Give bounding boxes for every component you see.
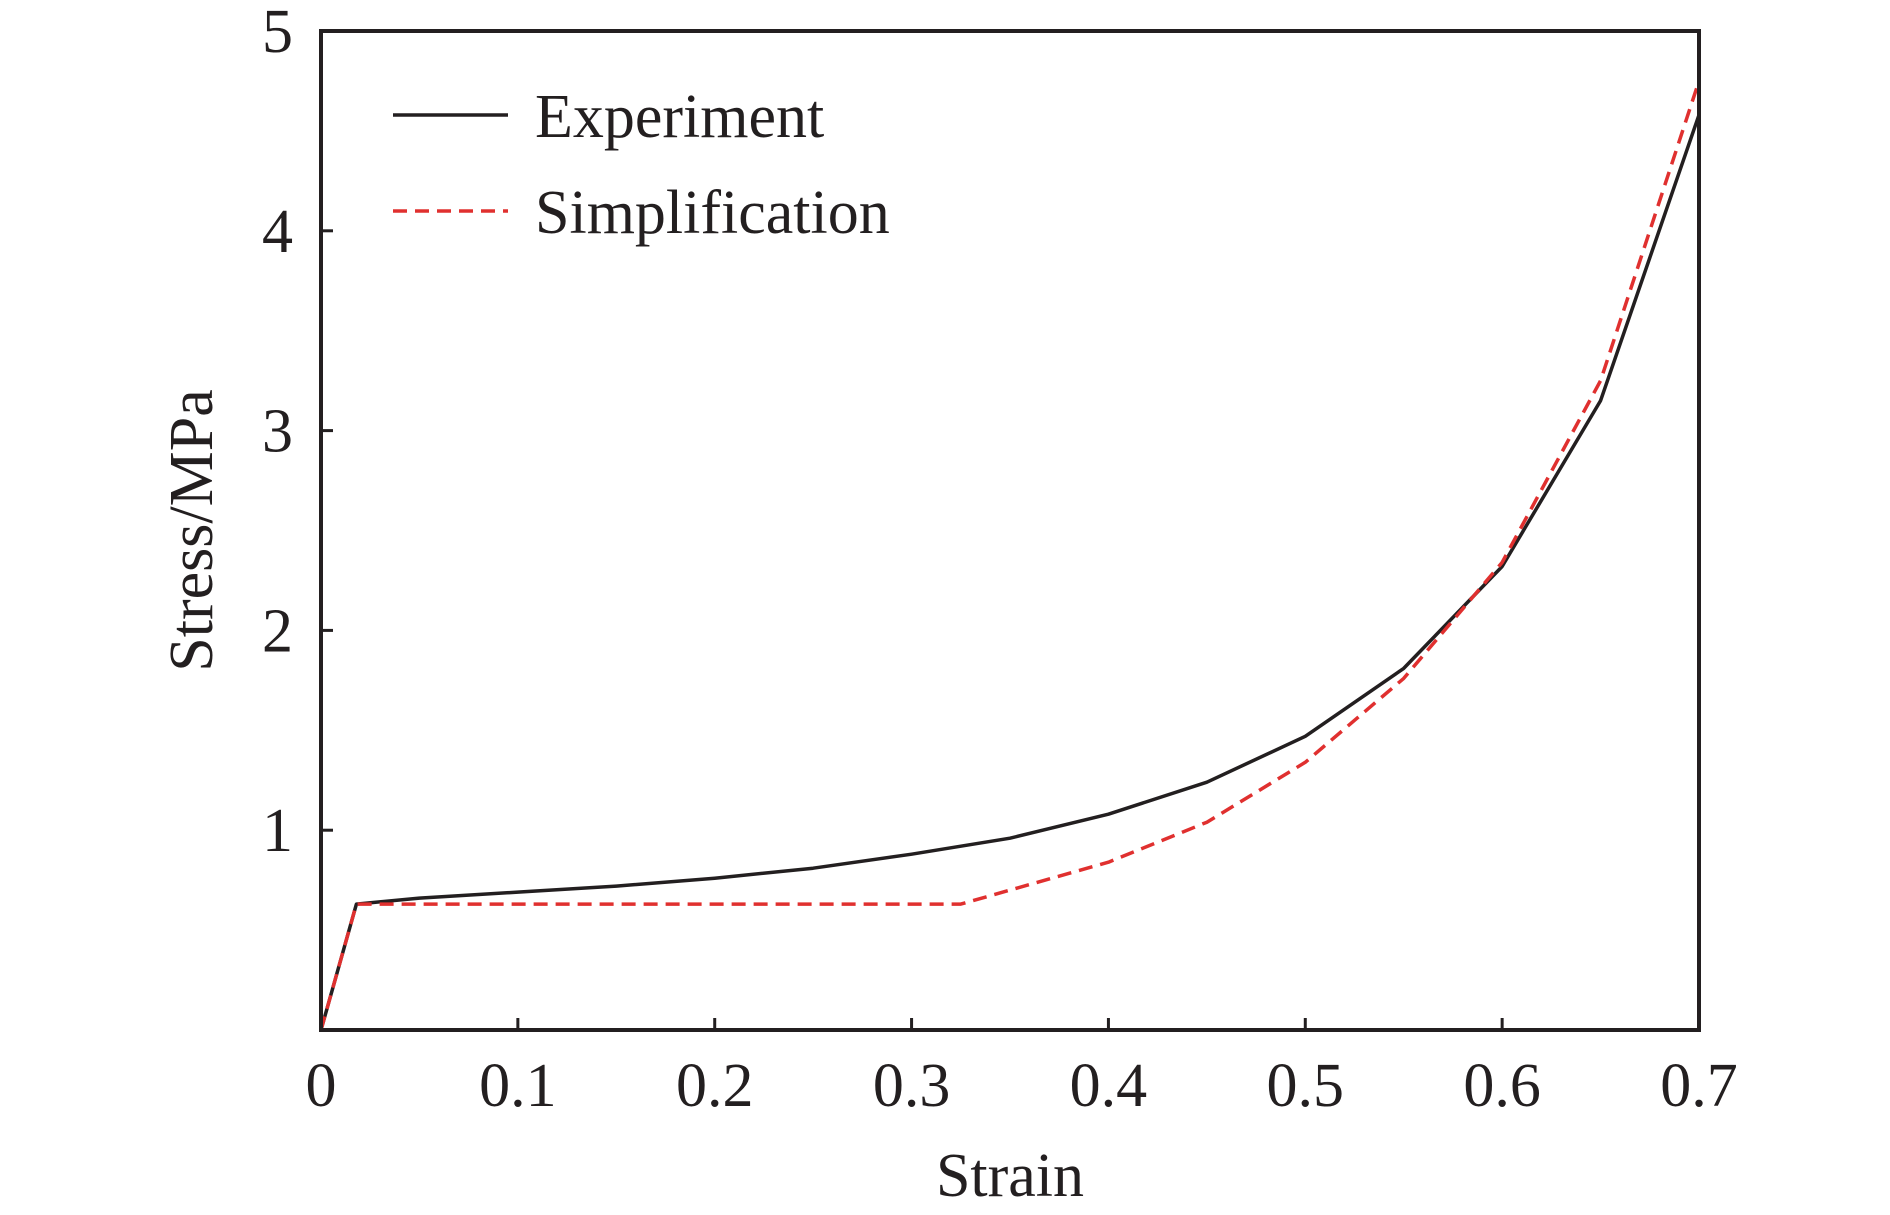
x-tick-label: 0.2 bbox=[676, 1052, 754, 1120]
plot-area bbox=[319, 80, 1701, 1031]
legend-label-simplification: Simplification bbox=[535, 179, 890, 247]
x-axis-title: Strain bbox=[936, 1142, 1084, 1210]
y-tick-label: 4 bbox=[262, 198, 293, 266]
x-tick-label: 0.5 bbox=[1267, 1052, 1345, 1120]
y-tick-label: 1 bbox=[262, 797, 293, 865]
x-tick-label: 0 bbox=[306, 1052, 337, 1120]
x-tick-label: 0.1 bbox=[479, 1052, 557, 1120]
x-tick-label: 0.7 bbox=[1660, 1052, 1738, 1120]
x-tick-label: 0.3 bbox=[873, 1052, 951, 1120]
x-tick-label: 0.4 bbox=[1070, 1052, 1148, 1120]
y-tick-label: 2 bbox=[262, 597, 293, 665]
y-axis-title: Stress/MPa bbox=[158, 389, 226, 671]
plot-frame bbox=[319, 29, 1701, 1032]
x-tick-label: 0.6 bbox=[1463, 1052, 1541, 1120]
series-line-experiment bbox=[319, 114, 1701, 1031]
legend-label-experiment: Experiment bbox=[535, 83, 824, 151]
axes: 0 0.1 0.2 0.3 0.4 0.5 0.6 0.7 1 2 3 4 5 Strain Stress/… bbox=[158, 0, 1738, 1210]
legend: Experiment Simplification bbox=[393, 83, 890, 247]
y-tick-label: 5 bbox=[262, 0, 293, 66]
series-line-simplification bbox=[319, 80, 1701, 1031]
y-tick-label: 3 bbox=[262, 398, 293, 466]
